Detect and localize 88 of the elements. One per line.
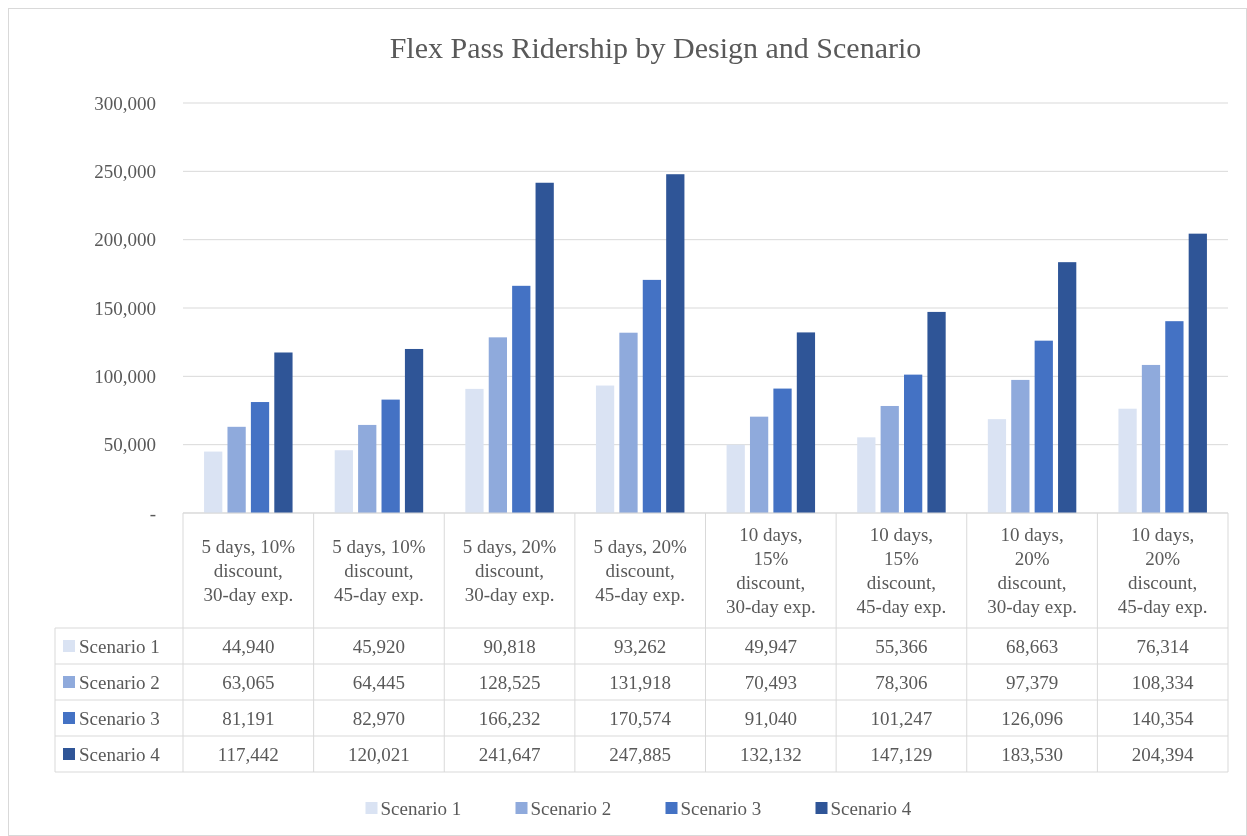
y-tick-label: 100,000 [94, 365, 156, 387]
data-label: 63,065 [222, 671, 275, 693]
bar [1188, 233, 1207, 513]
x-tick-label: 5 days, 10% discount, 30-day exp. [201, 536, 296, 606]
data-label: 147,129 [870, 743, 933, 765]
text: Scenario 1 [380, 797, 462, 819]
x-tick-label: 10 days, 20% discount, 30-day exp. [987, 524, 1077, 618]
legend-label: Scenario 1 [79, 635, 160, 657]
data-label: 49,947 [744, 635, 797, 657]
data-label: 64,445 [352, 671, 406, 693]
data-label: 68,663 [1005, 635, 1059, 657]
bar [619, 332, 638, 513]
x-tick-label: 10 days, 15% discount, 30-day exp. [725, 524, 816, 618]
data-label: 76,314 [1136, 635, 1190, 657]
data-label: 101,247 [870, 707, 933, 729]
bar [227, 426, 246, 513]
bar [666, 174, 685, 513]
bar [857, 437, 876, 513]
data-label: 131,918 [609, 671, 672, 693]
data-label: 140,354 [1131, 707, 1195, 729]
bar [927, 311, 946, 513]
bar [1034, 340, 1053, 513]
bar [880, 405, 899, 513]
data-label: 241,647 [478, 743, 541, 765]
bar [1058, 262, 1077, 513]
bar [1011, 379, 1030, 513]
data-label: 120,021 [348, 743, 410, 765]
bar [274, 352, 293, 513]
bar [1165, 321, 1184, 513]
data-label: 81,191 [222, 707, 275, 729]
data-label: 97,379 [1005, 671, 1059, 693]
bar [987, 419, 1007, 513]
bar [796, 332, 816, 513]
legend-label: Scenario 4 [79, 743, 161, 765]
bar [404, 348, 424, 513]
data-label: 166,232 [478, 707, 541, 729]
data-label: 117,442 [217, 743, 279, 765]
bar [726, 444, 745, 513]
bar [358, 424, 377, 513]
bar [465, 388, 484, 513]
y-tick-label: 50,000 [103, 434, 156, 456]
bar [250, 402, 270, 513]
data-label: 78,306 [875, 671, 928, 693]
data-label: 45,920 [352, 635, 406, 657]
x-tick-label: 5 days, 10% discount, 45-day exp. [332, 536, 426, 606]
data-label: 204,394 [1131, 743, 1195, 765]
bar [512, 285, 531, 513]
x-tick-label: 10 days, 15% discount, 45-day exp. [856, 524, 947, 618]
y-tick-label: 250,000 [94, 160, 156, 182]
legend-label: Scenario 3 [79, 707, 160, 729]
bar [204, 451, 223, 513]
text: Scenario 2 [530, 797, 612, 819]
data-label: 90,818 [483, 635, 536, 657]
data-label: 91,040 [744, 707, 797, 729]
data-label: 108,334 [1131, 671, 1195, 693]
data-label: 170,574 [609, 707, 672, 729]
bar [535, 182, 554, 513]
data-label: 93,262 [614, 635, 667, 657]
legend-label: Scenario 2 [79, 671, 160, 693]
data-label: 126,096 [1001, 707, 1063, 729]
x-tick-label: 10 days, 20% discount, 45-day exp. [1117, 524, 1208, 618]
bar [488, 337, 507, 513]
bar [334, 450, 353, 513]
data-label: 128,525 [478, 671, 541, 693]
y-tick-label: 300,000 [94, 92, 156, 114]
bar [1141, 364, 1161, 513]
data-label: 82,970 [352, 707, 406, 729]
bar [642, 279, 662, 513]
y-tick-label: 200,000 [94, 229, 156, 251]
text: Scenario 3 [680, 797, 762, 819]
text: Scenario 4 [830, 797, 912, 819]
y-tick-label: - [149, 502, 156, 524]
bar [749, 416, 769, 513]
data-label: 183,530 [1001, 743, 1063, 765]
bar [773, 388, 792, 513]
bar [381, 399, 400, 513]
data-label: 70,493 [744, 671, 797, 693]
bar [904, 374, 923, 513]
data-label: 247,885 [609, 743, 672, 765]
bar [595, 385, 615, 513]
x-tick-label: 5 days, 20% discount, 45-day exp. [593, 536, 688, 606]
data-label: 44,940 [222, 635, 275, 657]
x-tick-label: 5 days, 20% discount, 30-day exp. [462, 536, 557, 606]
data-label: 55,366 [875, 635, 928, 657]
bar [1118, 408, 1137, 513]
chart-title: Flex Pass Ridership by Design and Scenario [389, 31, 922, 64]
data-label: 132,132 [739, 743, 802, 765]
y-tick-label: 150,000 [94, 297, 156, 319]
